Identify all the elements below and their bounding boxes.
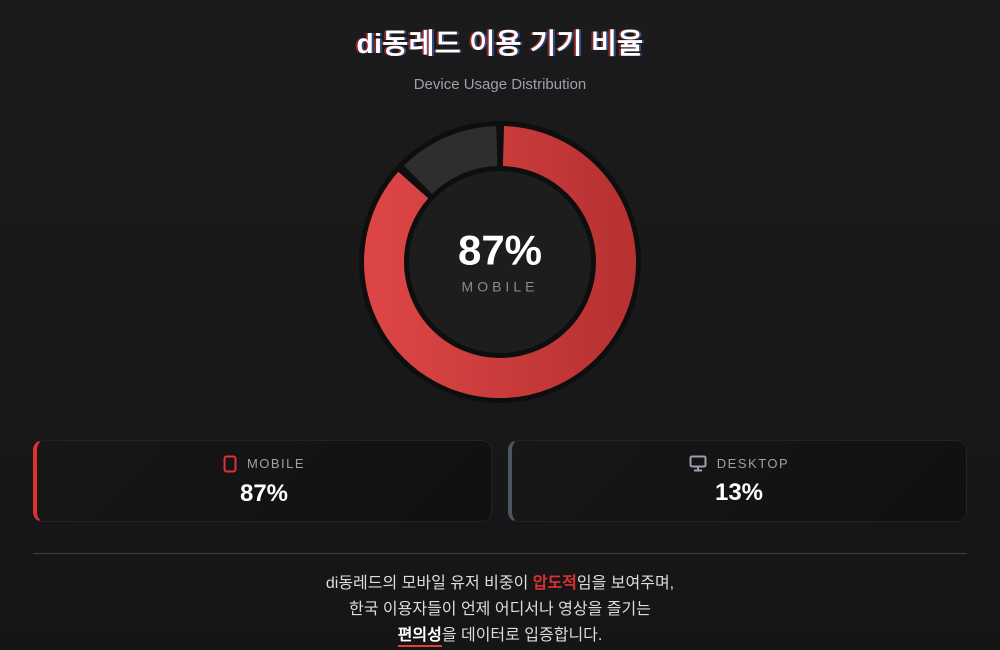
page-title: di동레드 이용 기기 비율 [356, 28, 644, 59]
stat-card-desktop-label: DESKTOP [716, 456, 790, 471]
stat-card-desktop: DESKTOP 13% [508, 440, 967, 522]
footer-line-2: 한국 이용자들이 언제 어디서나 영상을 즐기는 [349, 601, 651, 618]
footer-line-1-post: 임을 보여주며, [576, 575, 675, 592]
donut-segment-mobile [364, 126, 636, 398]
footer-highlight-underline: 편의성 [397, 627, 442, 647]
divider [33, 553, 967, 554]
footer-line-3-post: 을 데이터로 입증합니다. [441, 627, 603, 644]
monitor-icon [689, 455, 707, 472]
stat-card-mobile-header: MOBILE [223, 455, 305, 473]
footer-line-1: di동레드의 모바일 유저 비중이 압도적임을 보여주며, [0, 571, 1000, 597]
donut-inner-disc [403, 165, 597, 359]
donut-chart: 87% MOBILE [355, 117, 645, 407]
stat-card-desktop-header: DESKTOP [689, 455, 789, 472]
stat-cards: MOBILE 87% DESKTOP 13% [33, 440, 967, 522]
stat-card-mobile-value: 87% [239, 479, 289, 507]
footer-line-3: 편의성을 데이터로 입증합니다. [0, 623, 1000, 649]
footer-highlight-red: 압도적 [532, 575, 577, 592]
footer-text: di동레드의 모바일 유저 비중이 압도적임을 보여주며, 한국 이용자들이 언… [0, 571, 1000, 649]
donut-svg [359, 121, 641, 403]
stat-card-mobile-label: MOBILE [246, 456, 306, 471]
stat-card-desktop-value: 13% [714, 479, 764, 506]
smartphone-icon [223, 455, 237, 473]
stat-card-mobile: MOBILE 87% [33, 440, 492, 522]
footer-line-1-pre: di동레드의 모바일 유저 비중이 [325, 575, 533, 592]
header: di동레드 이용 기기 비율 Device Usage Distribution [0, 0, 1000, 93]
page-subtitle: Device Usage Distribution [413, 76, 587, 93]
